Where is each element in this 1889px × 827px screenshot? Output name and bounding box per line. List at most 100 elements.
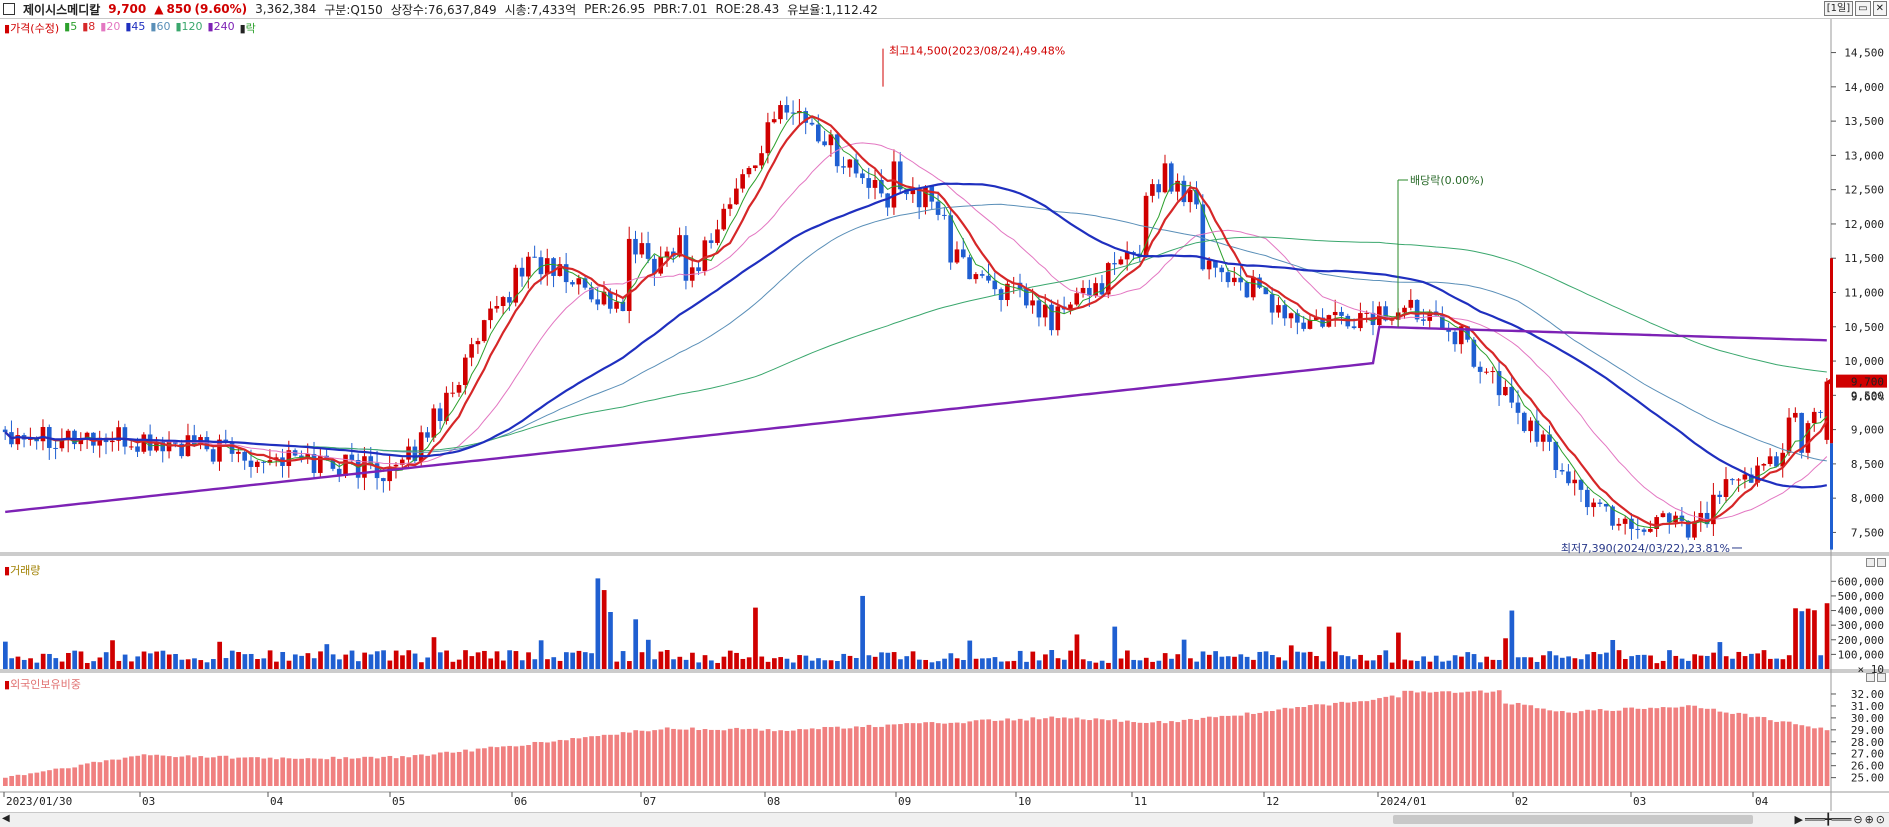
foreign-bar: [280, 757, 286, 786]
zoom-out-icon[interactable]: ⊖: [1853, 813, 1863, 826]
foreign-bar: [1465, 691, 1471, 786]
chart-scrollbar[interactable]: ◀ ▶ ═══╋═══ ⊖ ⊕ ⊙: [0, 812, 1889, 827]
annotations: 최고14,500(2023/08/24),49.48% 최저7,390(2024/…: [882, 45, 1887, 555]
candle-body: [1087, 287, 1092, 296]
zoom-slider[interactable]: ═══╋═══: [1804, 813, 1852, 826]
candle-body: [1629, 518, 1634, 529]
volume-bar: [620, 651, 626, 669]
volume-bar: [488, 658, 494, 669]
candle-body: [1156, 184, 1161, 193]
candle-body: [330, 459, 336, 469]
volume-bar: [708, 660, 714, 669]
candle-body: [879, 179, 884, 194]
price-tick-label: 8,500: [1851, 458, 1884, 471]
volume-bar: [1156, 660, 1162, 669]
volume-bar: [1824, 603, 1830, 669]
legend-ma5[interactable]: ▮5: [64, 20, 78, 33]
volume-bar: [519, 660, 525, 669]
candle-body: [381, 478, 386, 482]
price-tick-label: 11,500: [1844, 252, 1884, 265]
candle-body: [822, 141, 827, 146]
foreign-bar: [885, 724, 891, 786]
volume-bar: [1238, 654, 1244, 669]
candle-body: [1219, 267, 1225, 273]
volume-bar: [1692, 654, 1698, 669]
foreign-bar: [1068, 718, 1073, 786]
candle-body: [960, 249, 966, 258]
candle-body: [1074, 293, 1080, 305]
candle-body: [154, 442, 159, 451]
price-tick-label: 7,500: [1851, 526, 1884, 539]
foreign-bar: [337, 758, 342, 786]
legend-ma240[interactable]: ▮240: [207, 20, 235, 33]
legend-ex-dividend[interactable]: ▮락: [239, 22, 256, 35]
volume-bar: [1509, 610, 1515, 669]
foreign-bar: [721, 730, 727, 786]
stock-name[interactable]: 제이시스메디칼: [23, 2, 101, 17]
candle-body: [1213, 260, 1218, 268]
foreign-tick-label: 29.00: [1851, 724, 1884, 737]
candle-body: [1377, 306, 1382, 326]
grid-lines: [0, 19, 1889, 811]
foreign-bar: [173, 757, 178, 786]
ma240-line: [5, 325, 1827, 514]
scroll-right-icon[interactable]: ▶: [1794, 813, 1803, 826]
candle-body: [1540, 434, 1546, 442]
volume-tick-label: 600,000: [1838, 575, 1884, 588]
candle-body: [860, 173, 865, 179]
volume-bar: [1036, 660, 1042, 669]
volume-bar: [217, 641, 223, 669]
price-tick-label: 13,000: [1844, 149, 1884, 162]
foreign-bar: [500, 746, 506, 786]
foreign-bar: [967, 721, 973, 786]
legend-ma8[interactable]: ▮8: [82, 20, 96, 33]
price-tick-label: 12,500: [1844, 184, 1884, 197]
legend-ma60[interactable]: ▮60: [150, 20, 171, 33]
pane-close-icon[interactable]: [1877, 673, 1886, 682]
candle-body: [110, 440, 115, 443]
foreign-bar: [217, 755, 223, 786]
candle-body: [866, 178, 872, 188]
foreign-bar: [935, 723, 941, 786]
pane-minimize-icon[interactable]: [1866, 558, 1875, 567]
candle-body: [614, 301, 619, 309]
scroll-thumb[interactable]: [1393, 815, 1753, 824]
foreign-bar: [734, 727, 739, 786]
zoom-reset-icon[interactable]: ⊙: [1875, 813, 1885, 826]
window-icon[interactable]: [3, 3, 15, 15]
period-button[interactable]: [1일]: [1823, 1, 1854, 16]
restore-icon[interactable]: ▭: [1855, 1, 1871, 16]
scroll-left-icon[interactable]: ◀: [2, 813, 10, 824]
candle-body: [97, 437, 103, 446]
candle-body: [1597, 502, 1603, 504]
foreign-bar: [116, 759, 122, 786]
candle-body: [1811, 411, 1817, 424]
candle-body: [242, 451, 247, 461]
foreign-bar: [513, 746, 519, 786]
date-tick-label: 2023/01/30: [6, 795, 72, 808]
legend-price[interactable]: ▮가격(수정): [4, 22, 60, 35]
volume-bar: [444, 650, 449, 669]
close-icon[interactable]: ✕: [1872, 1, 1887, 16]
foreign-bar: [1414, 692, 1420, 786]
foreign-bar: [576, 738, 582, 786]
foreign-bar: [740, 729, 746, 786]
pane-minimize-icon[interactable]: [1866, 673, 1875, 682]
foreign-bar: [1244, 712, 1250, 786]
pane-close-icon[interactable]: [1877, 558, 1886, 567]
zoom-in-icon[interactable]: ⊕: [1864, 813, 1874, 826]
window-controls: [1일] ▭ ✕: [1823, 1, 1887, 16]
foreign-bar: [1307, 705, 1313, 786]
foreign-bar: [627, 732, 632, 786]
foreign-bar: [1150, 722, 1155, 786]
market-cap: 시총:7,433억: [504, 2, 577, 17]
price-range-bar: [1830, 258, 1833, 444]
legend-ma20[interactable]: ▮20: [100, 20, 121, 33]
candle-body: [1729, 479, 1735, 481]
foreign-bar: [154, 754, 159, 786]
legend-ma45[interactable]: ▮45: [125, 20, 146, 33]
legend-ma120[interactable]: ▮120: [175, 20, 203, 33]
candle-body: [84, 432, 90, 439]
volume-bar: [179, 659, 185, 669]
candle-body: [759, 153, 764, 166]
